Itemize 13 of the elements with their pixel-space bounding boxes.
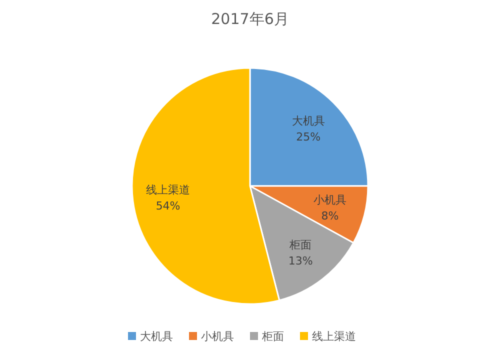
slice-label: 线上渠道 (146, 183, 190, 196)
chart-title: 2017年6月 (211, 10, 289, 28)
slice-label: 小机具 (314, 194, 347, 207)
slice-label: 大机具 (292, 114, 325, 128)
data-label: 13% (288, 254, 313, 268)
legend-label: 大机具 (140, 330, 173, 343)
legend-label: 小机具 (201, 330, 234, 343)
legend-label: 线上渠道 (312, 330, 356, 343)
data-label: 8% (321, 210, 339, 223)
slice-label: 柜面 (288, 238, 312, 252)
data-label: 54% (156, 199, 180, 212)
data-label: 25% (296, 130, 321, 144)
legend-label: 柜面 (261, 330, 284, 343)
